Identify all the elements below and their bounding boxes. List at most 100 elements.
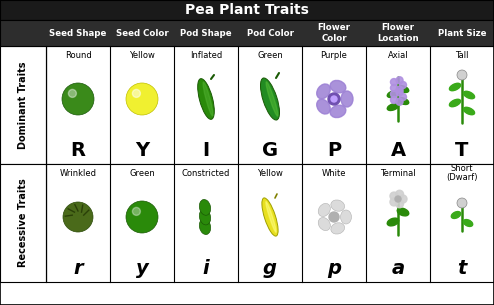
- Text: White: White: [322, 168, 346, 178]
- Circle shape: [390, 84, 398, 92]
- Text: Wrinkled: Wrinkled: [59, 168, 96, 178]
- Text: Flower
Location: Flower Location: [377, 23, 419, 43]
- Circle shape: [396, 190, 404, 198]
- Text: Pea Plant Traits: Pea Plant Traits: [185, 3, 309, 17]
- Circle shape: [126, 201, 158, 233]
- Circle shape: [395, 196, 401, 202]
- Ellipse shape: [318, 217, 330, 231]
- Circle shape: [400, 94, 407, 101]
- Ellipse shape: [317, 84, 330, 99]
- Ellipse shape: [317, 99, 330, 114]
- Ellipse shape: [266, 202, 276, 232]
- Text: y: y: [136, 259, 148, 278]
- Text: Green: Green: [257, 51, 283, 59]
- Text: R: R: [71, 141, 85, 160]
- Text: G: G: [262, 141, 278, 160]
- Circle shape: [390, 79, 398, 86]
- Circle shape: [399, 195, 407, 203]
- Text: Green: Green: [129, 168, 155, 178]
- Ellipse shape: [387, 91, 399, 98]
- Text: Inflated: Inflated: [190, 51, 222, 59]
- Ellipse shape: [318, 203, 330, 217]
- Circle shape: [396, 86, 403, 93]
- Ellipse shape: [203, 82, 213, 116]
- Ellipse shape: [266, 82, 278, 116]
- Text: T: T: [455, 141, 469, 160]
- Ellipse shape: [387, 103, 399, 110]
- Ellipse shape: [387, 218, 399, 226]
- Text: Yellow: Yellow: [129, 51, 155, 59]
- Circle shape: [457, 70, 467, 80]
- Circle shape: [62, 83, 94, 115]
- Circle shape: [132, 207, 140, 215]
- Text: Pod Color: Pod Color: [247, 28, 293, 38]
- Circle shape: [390, 192, 398, 200]
- Circle shape: [396, 98, 403, 105]
- Ellipse shape: [397, 98, 409, 105]
- Circle shape: [132, 89, 140, 97]
- Text: a: a: [391, 259, 405, 278]
- Circle shape: [63, 202, 93, 232]
- Circle shape: [68, 89, 77, 97]
- Text: P: P: [327, 141, 341, 160]
- Circle shape: [457, 198, 467, 208]
- Text: Tall: Tall: [455, 51, 469, 59]
- Ellipse shape: [397, 85, 409, 92]
- Ellipse shape: [200, 199, 210, 215]
- Ellipse shape: [200, 219, 210, 235]
- Bar: [0, 164, 46, 282]
- Text: Flower
Color: Flower Color: [318, 23, 351, 43]
- Ellipse shape: [198, 79, 214, 119]
- Circle shape: [396, 89, 403, 96]
- Text: r: r: [73, 259, 83, 278]
- Circle shape: [390, 198, 398, 206]
- Text: Yellow: Yellow: [257, 168, 283, 178]
- Ellipse shape: [397, 208, 409, 216]
- Circle shape: [390, 96, 398, 103]
- Ellipse shape: [262, 198, 278, 236]
- Ellipse shape: [331, 223, 345, 234]
- Text: i: i: [203, 259, 209, 278]
- Text: Terminal: Terminal: [380, 168, 416, 178]
- Ellipse shape: [200, 209, 210, 225]
- Text: A: A: [390, 141, 406, 160]
- Ellipse shape: [463, 107, 475, 115]
- Ellipse shape: [450, 99, 460, 107]
- Circle shape: [329, 212, 339, 222]
- Text: g: g: [263, 259, 277, 278]
- Circle shape: [126, 83, 158, 115]
- Circle shape: [390, 91, 398, 98]
- Bar: [0, 20, 494, 46]
- Bar: [46, 164, 494, 282]
- Text: Constricted: Constricted: [182, 168, 230, 178]
- Text: Plant Size: Plant Size: [438, 28, 486, 38]
- Text: Axial: Axial: [388, 51, 409, 59]
- Circle shape: [396, 77, 403, 84]
- Text: Purple: Purple: [321, 51, 347, 59]
- Ellipse shape: [260, 78, 280, 120]
- Bar: [46, 46, 494, 164]
- Ellipse shape: [331, 200, 345, 211]
- Ellipse shape: [330, 105, 346, 118]
- Text: t: t: [457, 259, 467, 278]
- Bar: [0, 0, 494, 20]
- Text: Recessive Traits: Recessive Traits: [18, 179, 28, 267]
- Ellipse shape: [341, 91, 353, 107]
- Ellipse shape: [340, 210, 352, 224]
- Text: Seed Shape: Seed Shape: [49, 28, 107, 38]
- Ellipse shape: [463, 91, 475, 99]
- Text: Dominant Traits: Dominant Traits: [18, 61, 28, 149]
- Circle shape: [331, 96, 337, 102]
- Circle shape: [396, 200, 404, 208]
- Ellipse shape: [330, 81, 346, 93]
- Ellipse shape: [463, 220, 473, 226]
- Text: Pod Shape: Pod Shape: [180, 28, 232, 38]
- Text: Seed Color: Seed Color: [116, 28, 168, 38]
- Text: Round: Round: [65, 51, 91, 59]
- Text: Short
(Dwarf): Short (Dwarf): [446, 164, 478, 182]
- Circle shape: [400, 81, 407, 88]
- Bar: [0, 46, 46, 164]
- Circle shape: [328, 93, 340, 105]
- Text: Y: Y: [135, 141, 149, 160]
- Text: I: I: [203, 141, 209, 160]
